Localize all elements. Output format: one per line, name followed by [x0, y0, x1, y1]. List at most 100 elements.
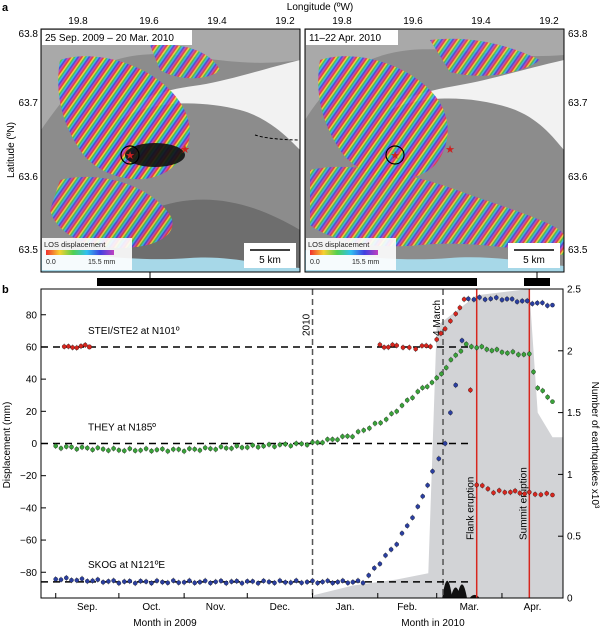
data-point	[350, 579, 356, 585]
longitude-ticks-right: 19.8 19.6 19.4 19.2	[332, 16, 559, 27]
data-point	[345, 433, 350, 439]
data-point	[355, 429, 361, 434]
map-right-title: 11–22 Apr. 2010	[309, 33, 382, 44]
data-point	[85, 445, 90, 451]
data-point	[512, 488, 518, 494]
lon-tick: 19.4	[207, 16, 227, 27]
data-point	[535, 385, 540, 391]
data-point	[213, 579, 218, 585]
data-point	[245, 579, 250, 584]
y-axis-right-label: Number of earthquakes x10³	[589, 382, 600, 509]
data-point	[535, 300, 540, 306]
data-point	[430, 469, 435, 474]
data-point	[261, 578, 266, 584]
data-point	[90, 578, 95, 584]
data-point	[474, 345, 479, 350]
y-tick-label: −20	[20, 471, 37, 482]
data-point	[229, 446, 234, 451]
data-point	[176, 580, 181, 585]
data-point	[320, 579, 325, 585]
data-point	[266, 579, 272, 585]
x-tick-label: Nov.	[206, 602, 226, 613]
colorbar-left: LOS displacement 0.0 15.5 mm	[42, 238, 132, 270]
data-point	[111, 578, 116, 583]
data-point	[310, 578, 315, 584]
data-point	[234, 443, 240, 449]
data-point	[160, 446, 165, 452]
y-axis-left-label: Displacement (mm)	[2, 402, 13, 489]
data-point	[53, 576, 58, 582]
data-point	[53, 443, 58, 449]
vline-2010-label: 2010	[302, 313, 313, 336]
y2-tick-label: 0.5	[567, 532, 581, 543]
data-point	[293, 578, 299, 583]
data-point	[132, 448, 138, 453]
y2-tick-label: 1.5	[567, 408, 581, 419]
data-point	[255, 580, 261, 586]
data-point	[69, 577, 74, 583]
data-point	[127, 446, 133, 451]
data-point	[149, 448, 154, 454]
lon-tick: 19.2	[539, 16, 559, 27]
data-point	[122, 448, 127, 454]
x-tick-label: Apr.	[524, 602, 542, 613]
colorbar-max: 15.5 mm	[352, 259, 379, 266]
data-point	[484, 347, 490, 352]
data-point	[90, 447, 95, 453]
data-point	[74, 345, 80, 351]
data-point	[171, 578, 176, 583]
data-point	[386, 344, 391, 350]
data-point	[197, 579, 203, 585]
data-point	[372, 421, 378, 426]
data-point	[127, 578, 133, 584]
data-point	[413, 346, 418, 352]
y-tick-label: 40	[26, 375, 38, 386]
data-point	[505, 350, 510, 356]
data-point	[496, 488, 502, 493]
svg-text:★: ★	[390, 150, 400, 162]
data-point	[138, 448, 143, 453]
data-point	[544, 491, 549, 496]
map-right-title-box	[306, 30, 398, 45]
y-tick-label: 0	[31, 439, 37, 450]
earthquake-spike	[442, 580, 453, 598]
data-point	[407, 345, 412, 350]
panel-b-letter: b	[2, 284, 9, 296]
data-point	[345, 580, 351, 586]
data-point	[448, 357, 454, 363]
scale-label: 5 km	[259, 255, 281, 266]
data-point	[202, 445, 208, 451]
map-left-title: 25 Sep. 2009 – 20 Mar. 2010	[45, 33, 174, 44]
lat-tick: 63.7	[568, 98, 588, 109]
longitude-axis-label: Longitude (ºW)	[287, 2, 353, 13]
data-point	[272, 580, 277, 586]
data-point	[325, 578, 330, 584]
data-point	[330, 437, 335, 442]
lon-tick: 19.6	[139, 16, 159, 27]
longitude-ticks-left: 19.8 19.6 19.4 19.2	[68, 16, 295, 27]
panel-a-letter: a	[2, 2, 9, 14]
y2-tick-label: 2.5	[567, 285, 581, 296]
data-point	[160, 579, 165, 585]
data-point	[288, 580, 294, 585]
data-point	[458, 348, 464, 354]
data-point	[320, 440, 325, 445]
data-point	[415, 504, 421, 509]
map-left-title-box	[42, 30, 192, 45]
data-point	[122, 579, 127, 584]
data-point	[239, 445, 245, 450]
data-point	[522, 491, 527, 497]
earthquake-spike	[456, 584, 467, 598]
data-point	[95, 445, 101, 451]
data-point	[410, 515, 415, 520]
data-point	[315, 440, 320, 445]
data-point	[474, 482, 479, 488]
lon-tick: 19.8	[332, 16, 352, 27]
lon-tick: 19.4	[471, 16, 491, 27]
data-point	[111, 446, 116, 451]
data-point	[521, 352, 527, 357]
y2-tick-label: 1	[567, 470, 573, 481]
data-point	[266, 442, 272, 447]
lat-tick: 63.8	[568, 29, 588, 40]
